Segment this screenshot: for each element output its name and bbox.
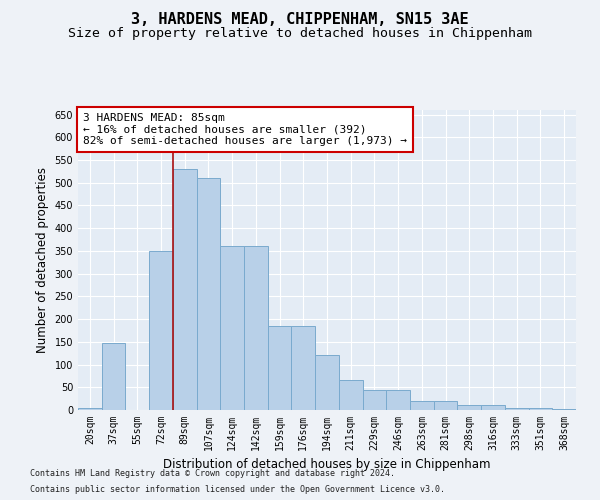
Bar <box>505 408 529 410</box>
Bar <box>529 408 552 410</box>
Bar <box>149 251 173 410</box>
Bar <box>552 409 576 410</box>
Bar <box>268 326 292 410</box>
Bar <box>220 246 244 410</box>
Bar <box>102 342 125 410</box>
Bar <box>457 406 481 410</box>
Y-axis label: Number of detached properties: Number of detached properties <box>36 167 49 353</box>
Text: Contains HM Land Registry data © Crown copyright and database right 2024.: Contains HM Land Registry data © Crown c… <box>30 468 395 477</box>
Bar <box>315 356 339 410</box>
Bar <box>410 401 434 410</box>
Bar <box>481 406 505 410</box>
Bar <box>197 178 220 410</box>
X-axis label: Distribution of detached houses by size in Chippenham: Distribution of detached houses by size … <box>163 458 491 471</box>
Bar <box>78 408 102 410</box>
Bar <box>173 169 197 410</box>
Bar <box>339 380 362 410</box>
Bar <box>434 401 457 410</box>
Text: Contains public sector information licensed under the Open Government Licence v3: Contains public sector information licen… <box>30 485 445 494</box>
Bar <box>386 390 410 410</box>
Bar <box>292 326 315 410</box>
Text: 3 HARDENS MEAD: 85sqm
← 16% of detached houses are smaller (392)
82% of semi-det: 3 HARDENS MEAD: 85sqm ← 16% of detached … <box>83 113 407 146</box>
Text: 3, HARDENS MEAD, CHIPPENHAM, SN15 3AE: 3, HARDENS MEAD, CHIPPENHAM, SN15 3AE <box>131 12 469 28</box>
Text: Size of property relative to detached houses in Chippenham: Size of property relative to detached ho… <box>68 28 532 40</box>
Bar <box>362 390 386 410</box>
Bar <box>244 246 268 410</box>
